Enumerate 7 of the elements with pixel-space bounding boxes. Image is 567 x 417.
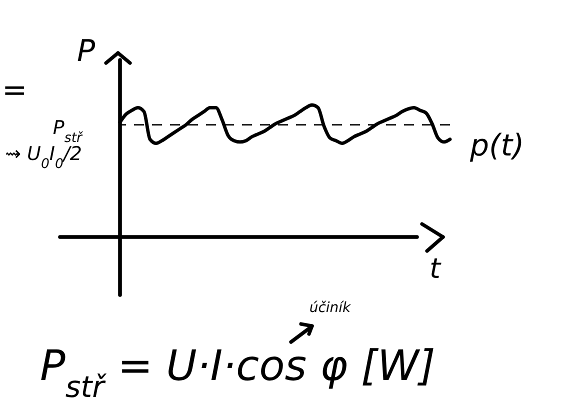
text: = xyxy=(2,73,28,108)
y-axis-title: P xyxy=(76,34,96,69)
x-axis-title: t xyxy=(430,252,442,285)
series-label: p(t) xyxy=(469,128,524,164)
text: P$_{stř}$ ⇝ U$_{0}$I$_{0}$/2 xyxy=(5,116,82,172)
text: P$_{stř}$ = U·I·cos φ [W] xyxy=(40,341,436,404)
text: účiník xyxy=(309,300,352,316)
